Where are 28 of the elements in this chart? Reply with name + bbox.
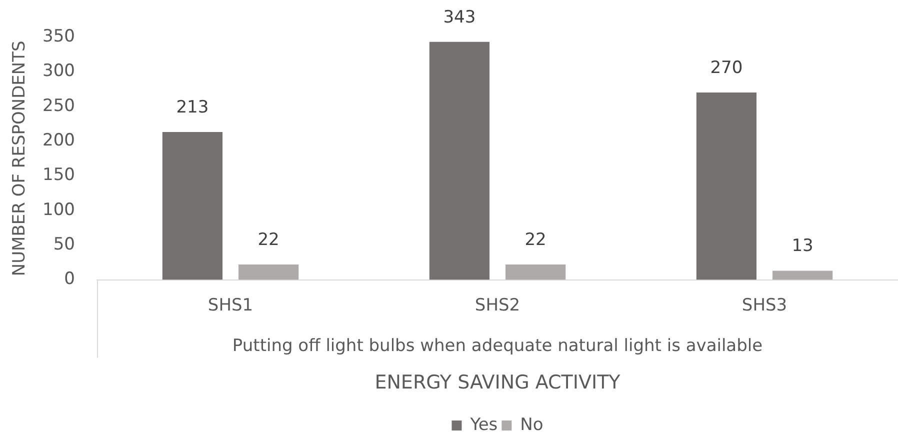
y-axis-title: NUMBER OF RESPONDENTS	[10, 40, 30, 276]
bar	[429, 42, 490, 280]
y-tick-label: 100	[42, 200, 75, 220]
y-tick-label: 250	[42, 96, 75, 116]
bar	[696, 92, 757, 280]
data-label: 22	[258, 230, 280, 250]
x-tick-label: SHS2	[474, 295, 520, 316]
legend-label: No	[520, 414, 544, 434]
data-label: 13	[792, 236, 814, 256]
legend-label: Yes	[469, 414, 498, 434]
y-tick-label: 200	[42, 130, 75, 150]
x-tick-label: SHS1	[208, 295, 254, 316]
bar	[162, 132, 223, 280]
x-tick-label: SHS3	[742, 295, 788, 316]
data-label: 343	[443, 7, 476, 28]
y-tick-label: 350	[42, 26, 75, 46]
data-label: 22	[524, 230, 546, 250]
data-label: 213	[176, 97, 209, 118]
y-tick-label: 0	[64, 269, 75, 290]
y-tick-label: 300	[42, 61, 75, 82]
y-tick-label: 150	[42, 165, 75, 186]
x-axis-title: ENERGY SAVING ACTIVITY	[374, 372, 621, 394]
text: Putting off light bulbs when adequate natural light is available	[232, 336, 763, 356]
bar	[772, 270, 833, 280]
bar	[505, 264, 566, 280]
bar	[238, 264, 299, 280]
y-tick-label: 50	[53, 234, 75, 255]
data-label: 270	[710, 58, 743, 78]
